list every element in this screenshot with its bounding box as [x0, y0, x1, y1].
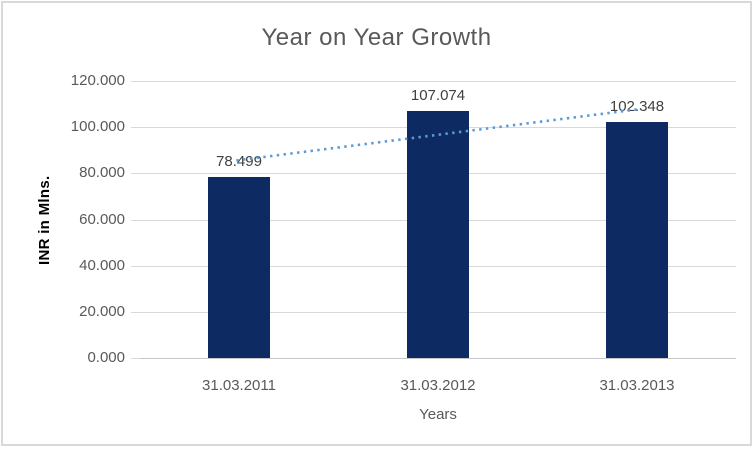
y-tick-mark — [131, 358, 140, 359]
x-tick-label: 31.03.2012 — [400, 377, 476, 394]
bar-31.03.2012[interactable] — [407, 111, 469, 358]
chart-area[interactable]: Year on Year Growth INR in Mlns. 0.000 20… — [1, 1, 752, 446]
major-gridline — [140, 81, 736, 82]
y-tick-mark — [131, 173, 140, 174]
x-tick-label: 31.03.2013 — [599, 377, 675, 394]
y-tick-mark — [131, 266, 140, 267]
x-axis: 31.03.2011 31.03.2012 31.03.2013 — [140, 371, 736, 395]
bar-data-label: 102.348 — [609, 98, 665, 115]
trendline-segment[interactable] — [236, 108, 637, 162]
y-tick-label: 0.000 — [87, 349, 125, 366]
y-tick-label: 100.000 — [70, 118, 125, 135]
trendline[interactable] — [140, 81, 736, 358]
y-tick-mark — [131, 81, 140, 82]
bar-31.03.2011[interactable] — [208, 177, 270, 358]
y-tick-label: 60.000 — [79, 211, 125, 228]
y-tick-mark — [131, 220, 140, 221]
y-axis: 0.000 20.000 40.000 60.000 80.000 100.000 120.… — [3, 72, 140, 366]
bar-data-label: 78.499 — [216, 153, 262, 170]
y-tick-mark — [131, 127, 140, 128]
x-axis-title: Years — [419, 406, 457, 423]
plot-area: 78.499 107.074 102.348 — [140, 81, 736, 359]
bar-31.03.2013[interactable] — [606, 122, 668, 358]
x-tick-label: 31.03.2011 — [202, 377, 276, 394]
y-tick-mark — [131, 312, 140, 313]
x-axis-line — [140, 358, 736, 359]
y-tick-label: 40.000 — [79, 257, 125, 274]
y-tick-label: 120.000 — [70, 72, 125, 89]
bar-data-label: 107.074 — [410, 87, 466, 104]
y-tick-label: 20.000 — [79, 303, 125, 320]
chart-title: Year on Year Growth — [261, 24, 492, 51]
y-tick-label: 80.000 — [79, 164, 125, 181]
